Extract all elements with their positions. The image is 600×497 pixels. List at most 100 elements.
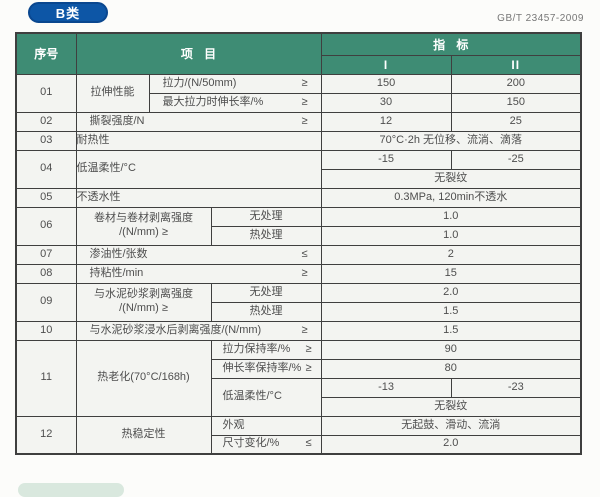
- item-label-cell: 热稳定性: [75, 415, 212, 455]
- sub-item-label-cell: 无处理: [210, 206, 322, 227]
- value-cell-grade2: 25: [450, 111, 582, 132]
- item-label-line2: /(N/mm) ≥: [119, 226, 168, 238]
- spec-table: 序号 项 目 指 标 I II 01 拉伸性能 拉力/(N/50mm) ≥ 15…: [15, 32, 583, 455]
- item-label-cell: 渗油性/张数 ≤: [75, 244, 322, 265]
- value-cell: 80: [320, 358, 582, 379]
- table-row: 06 卷材与卷材剥离强度 /(N/mm) ≥ 无处理 1.0: [15, 206, 582, 246]
- value-cell: 2: [320, 244, 582, 265]
- grade-i-header: I: [320, 54, 452, 75]
- sub-item-label-cell: 伸长率保持率/% ≥: [210, 358, 322, 379]
- ge-symbol: ≥: [301, 95, 308, 108]
- row-number-cell: 06: [15, 206, 77, 246]
- ge-symbol: ≥: [301, 76, 308, 89]
- table-row: 02 撕裂强度/N ≥ 12 25: [15, 111, 582, 132]
- value-cell-grade1: 30: [320, 92, 452, 113]
- item-label-cell: 低温柔性/°C: [75, 149, 322, 189]
- value-cell: 2.0: [320, 434, 582, 455]
- ge-symbol: ≥: [301, 323, 308, 336]
- sub-item-label-cell: 热处理: [210, 225, 322, 246]
- sub-item-label-cell: 无处理: [210, 282, 322, 303]
- value-cell: 15: [320, 263, 582, 284]
- table-row: 低温柔性/°C -13 -23: [16, 377, 582, 417]
- grade-ii-header: II: [450, 54, 582, 75]
- sub-item-label-cell: 尺寸变化/% ≤: [210, 434, 322, 455]
- sub-item-label: 最大拉力时伸长率/%: [162, 95, 264, 108]
- sub-item-label-cell: 拉力保持率/% ≥: [210, 339, 322, 360]
- row-number-cell: 05: [15, 187, 77, 208]
- table-row: 尺寸变化/% ≤ 2.0: [16, 434, 582, 455]
- value-cell: 90: [320, 339, 582, 360]
- row-number-cell: 02: [15, 111, 77, 132]
- row-number-cell: 01: [15, 73, 77, 113]
- value-cell: 1.5: [320, 320, 582, 341]
- item-label-cell: 卷材与卷材剥离强度 /(N/mm) ≥: [75, 206, 212, 246]
- sub-item-label: 伸长率保持率/%: [222, 361, 302, 374]
- table-row: 09 与水泥砂浆剥离强度 /(N/mm) ≥ 无处理 2.0: [15, 282, 582, 322]
- table-row: 10 与水泥砂浆浸水后剥离强度/(N/mm) ≥ 1.5: [15, 320, 582, 341]
- standard-reference: GB/T 23457-2009: [497, 13, 584, 24]
- value-cell-grade2: -23: [450, 377, 582, 398]
- item-label: 持粘性/min: [89, 266, 144, 279]
- value-cell-grade2: 150: [450, 92, 582, 113]
- row-number-cell: 10: [15, 320, 77, 341]
- sub-item-label-cell: 低温柔性/°C: [210, 377, 322, 417]
- item-label-cell: 撕裂强度/N ≥: [75, 111, 322, 132]
- table-row: 热处理 1.5: [16, 301, 582, 322]
- table-row: 热处理 1.0: [16, 225, 582, 246]
- item-label-cell: 与水泥砂浆剥离强度 /(N/mm) ≥: [75, 282, 212, 322]
- value-cell: 1.0: [320, 225, 582, 246]
- table-row: 12 热稳定性 外观 无起鼓、滑动、流淌: [15, 415, 582, 455]
- item-label-cell: 拉伸性能: [75, 73, 150, 113]
- item-header: 项 目: [75, 32, 322, 75]
- indicator-header: 指 标: [320, 32, 582, 56]
- row-number-cell: 12: [15, 415, 77, 455]
- item-label-line1: 与水泥砂浆剥离强度: [94, 288, 193, 301]
- value-cell: 0.3MPa, 120min不透水: [320, 187, 582, 208]
- table-row: 03 耐热性 70°C·2h 无位移、流淌、滴落: [15, 130, 582, 151]
- value-cell-grade2: -25: [450, 149, 582, 170]
- value-cell-grade2: 200: [450, 73, 582, 94]
- value-cell: 70°C·2h 无位移、流淌、滴落: [320, 130, 582, 151]
- row-number-cell: 11: [15, 339, 77, 417]
- value-cell: 2.0: [320, 282, 582, 303]
- item-label-cell: 与水泥砂浆浸水后剥离强度/(N/mm) ≥: [75, 320, 322, 341]
- sub-item-label-cell: 外观: [210, 415, 322, 436]
- row-number-cell: 09: [15, 282, 77, 322]
- table-row: 04 低温柔性/°C -15 -25: [15, 149, 582, 189]
- sub-item-label: 拉力/(N/50mm): [162, 76, 237, 89]
- sub-item-label-cell: 拉力/(N/50mm) ≥: [148, 73, 322, 94]
- item-label-cell: 耐热性: [75, 130, 322, 151]
- value-cell: 无裂纹: [320, 168, 582, 189]
- item-label: 撕裂强度/N: [89, 114, 145, 127]
- sub-item-label-cell: 热处理: [210, 301, 322, 322]
- ge-symbol: ≥: [305, 361, 312, 374]
- row-number-cell: 07: [15, 244, 77, 265]
- class-b-badge: B类: [28, 2, 108, 23]
- table-row: 08 持粘性/min ≥ 15: [15, 263, 582, 284]
- value-cell-grade1: 150: [320, 73, 452, 94]
- item-label-cell: 持粘性/min ≥: [75, 263, 322, 284]
- value-cell-grade1: -15: [320, 149, 452, 170]
- value-cell-grade1: -13: [320, 377, 452, 398]
- sub-item-label: 拉力保持率/%: [222, 342, 291, 355]
- row-number-cell: 04: [15, 149, 77, 189]
- value-cell: 无裂纹: [320, 396, 582, 417]
- item-label-line2: /(N/mm) ≥: [119, 302, 168, 314]
- ge-symbol: ≥: [301, 266, 308, 279]
- value-cell-grade1: 12: [320, 111, 452, 132]
- table-row: 无裂纹: [16, 168, 582, 189]
- item-label-cell: 不透水性: [75, 187, 322, 208]
- value-cell: 无起鼓、滑动、流淌: [320, 415, 582, 436]
- header-row-2: I II: [16, 54, 582, 75]
- ge-symbol: ≥: [301, 114, 308, 127]
- table-row: 05 不透水性 0.3MPa, 120min不透水: [15, 187, 582, 208]
- item-label-cell: 热老化(70°C/168h): [75, 339, 212, 417]
- value-cell: 1.5: [320, 301, 582, 322]
- table-row: 01 拉伸性能 拉力/(N/50mm) ≥ 150 200: [15, 73, 582, 113]
- le-symbol: ≤: [301, 247, 308, 260]
- item-label: 与水泥砂浆浸水后剥离强度/(N/mm): [89, 323, 262, 336]
- header-row-1: 序号 项 目 指 标: [15, 32, 582, 75]
- table-row: 07 渗油性/张数 ≤ 2: [15, 244, 582, 265]
- item-label: 渗油性/张数: [89, 247, 148, 260]
- row-number-cell: 08: [15, 263, 77, 284]
